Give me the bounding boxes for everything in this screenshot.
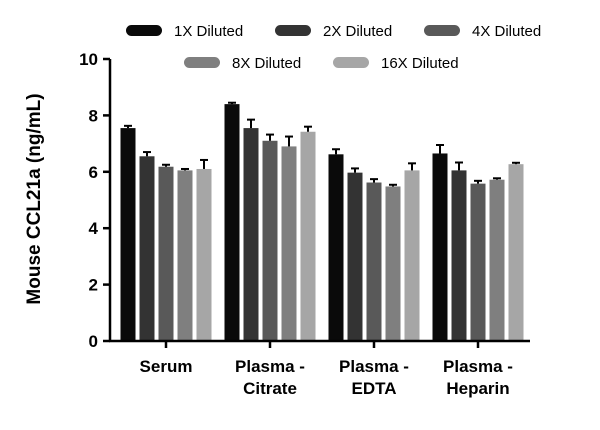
x-category-label: Plasma - [443, 357, 513, 376]
bar [177, 170, 193, 341]
x-category-label: Serum [140, 357, 193, 376]
legend-label: 16X Diluted [381, 55, 459, 72]
legend-item: 1X Diluted [126, 23, 243, 40]
y-axis-title: Mouse CCL21a (ng/mL) [24, 93, 45, 304]
bar [300, 131, 316, 341]
legend-swatch [333, 57, 369, 68]
bar [158, 166, 174, 341]
legend-label: 1X Diluted [174, 23, 243, 40]
x-category-label: Citrate [243, 379, 297, 398]
bar [451, 170, 467, 341]
bar [120, 128, 136, 341]
legend-item: 4X Diluted [424, 23, 541, 40]
legend-swatch [126, 25, 162, 36]
bar [404, 170, 420, 341]
legend-swatch [275, 25, 311, 36]
bar [508, 164, 524, 341]
legend: 1X Diluted 2X Diluted 4X Diluted 8X Diluted… [126, 23, 541, 72]
y-tick-label: 8 [89, 106, 98, 125]
bar [139, 156, 155, 341]
x-category-label: EDTA [351, 379, 396, 398]
x-category-label: Plasma - [235, 357, 305, 376]
legend-swatch [424, 25, 460, 36]
bar [489, 179, 505, 341]
bar [281, 146, 297, 341]
bar [224, 104, 240, 342]
bar [328, 154, 344, 341]
bars [120, 101, 524, 342]
bar [385, 186, 401, 341]
legend-swatch [184, 57, 220, 68]
y-tick-label: 10 [79, 50, 98, 69]
legend-label: 4X Diluted [472, 23, 541, 40]
legend-item: 8X Diluted [184, 55, 301, 72]
x-category-label: Heparin [446, 379, 509, 398]
legend-item: 16X Diluted [333, 55, 459, 72]
legend-item: 2X Diluted [275, 23, 392, 40]
y-tick-label: 6 [89, 163, 98, 182]
bar [243, 128, 259, 341]
bar [262, 140, 278, 341]
bar [470, 183, 486, 341]
legend-label: 8X Diluted [232, 55, 301, 72]
bar [196, 168, 212, 341]
x-category-label: Plasma - [339, 357, 409, 376]
bar [366, 182, 382, 341]
x-axis: Serum Plasma - Citrate Plasma - EDTA Plasma -… [109, 339, 530, 398]
y-tick-label: 0 [89, 332, 98, 351]
legend-label: 2X Diluted [323, 23, 392, 40]
y-tick-label: 4 [89, 219, 99, 238]
y-axis: 0 2 4 6 8 10 [79, 50, 112, 351]
bar [347, 172, 363, 341]
y-tick-label: 2 [89, 276, 98, 295]
bar [432, 153, 448, 341]
